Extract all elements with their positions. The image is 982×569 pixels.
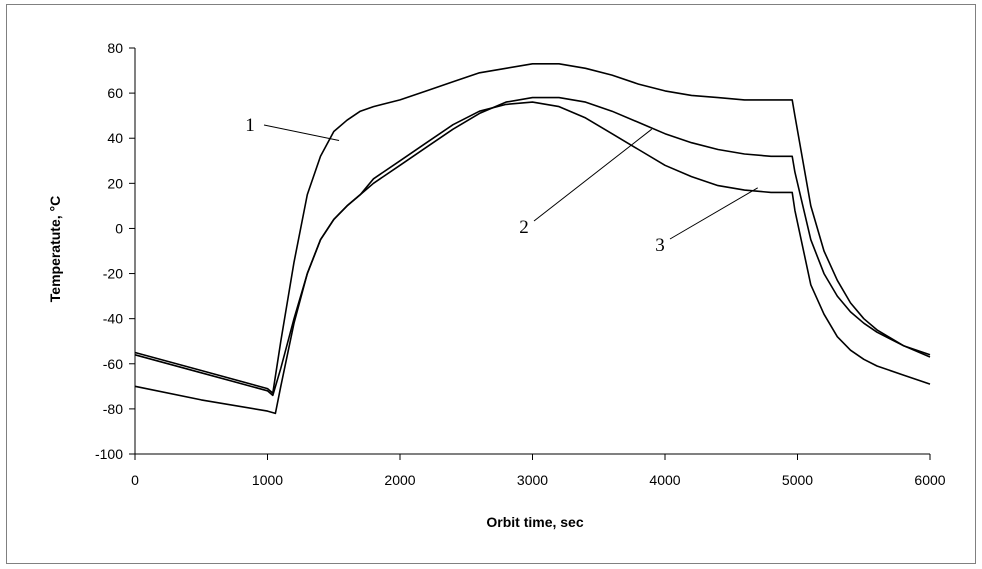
annotations: 1 2 3 xyxy=(245,115,759,256)
callout-line-3 xyxy=(669,187,759,240)
series-1-line xyxy=(134,63,931,394)
x-tick-label: 6000 xyxy=(914,472,945,488)
y-tick-label: -60 xyxy=(103,356,123,372)
x-tick-label: 2000 xyxy=(384,472,415,488)
y-tick-label: 0 xyxy=(115,220,123,236)
y-tick-label: -80 xyxy=(103,401,123,417)
x-tick-label: 1000 xyxy=(252,472,283,488)
y-tick-label: -40 xyxy=(103,311,123,327)
callout-line-2 xyxy=(533,128,653,222)
y-tick-label: 80 xyxy=(107,40,123,56)
y-tick-label: 60 xyxy=(107,85,123,101)
y-tick-label: -20 xyxy=(103,266,123,282)
x-tick-label: 3000 xyxy=(517,472,548,488)
curve-label-2: 2 xyxy=(519,217,529,238)
axes: 80 60 40 20 0 -20 -40 -60 -80 -100 0 1000 2000 3000 40… xyxy=(95,40,946,488)
series-2-line xyxy=(134,96,931,397)
y-axis-title: Temperatute, °C xyxy=(47,196,63,302)
y-tick-label: 20 xyxy=(107,175,123,191)
curves xyxy=(134,63,931,415)
chart-frame xyxy=(6,4,976,564)
curve-label-1: 1 xyxy=(245,115,255,136)
series-3-line xyxy=(134,101,931,415)
x-tick-label: 0 xyxy=(131,472,139,488)
callout-line-1 xyxy=(263,124,340,141)
x-tick-label: 5000 xyxy=(782,472,813,488)
y-tick-label: 40 xyxy=(107,130,123,146)
x-tick-label: 4000 xyxy=(649,472,680,488)
y-tick-label: -100 xyxy=(95,446,123,462)
curve-label-3: 3 xyxy=(655,235,665,256)
x-axis-title: Orbit time, sec xyxy=(486,514,583,530)
